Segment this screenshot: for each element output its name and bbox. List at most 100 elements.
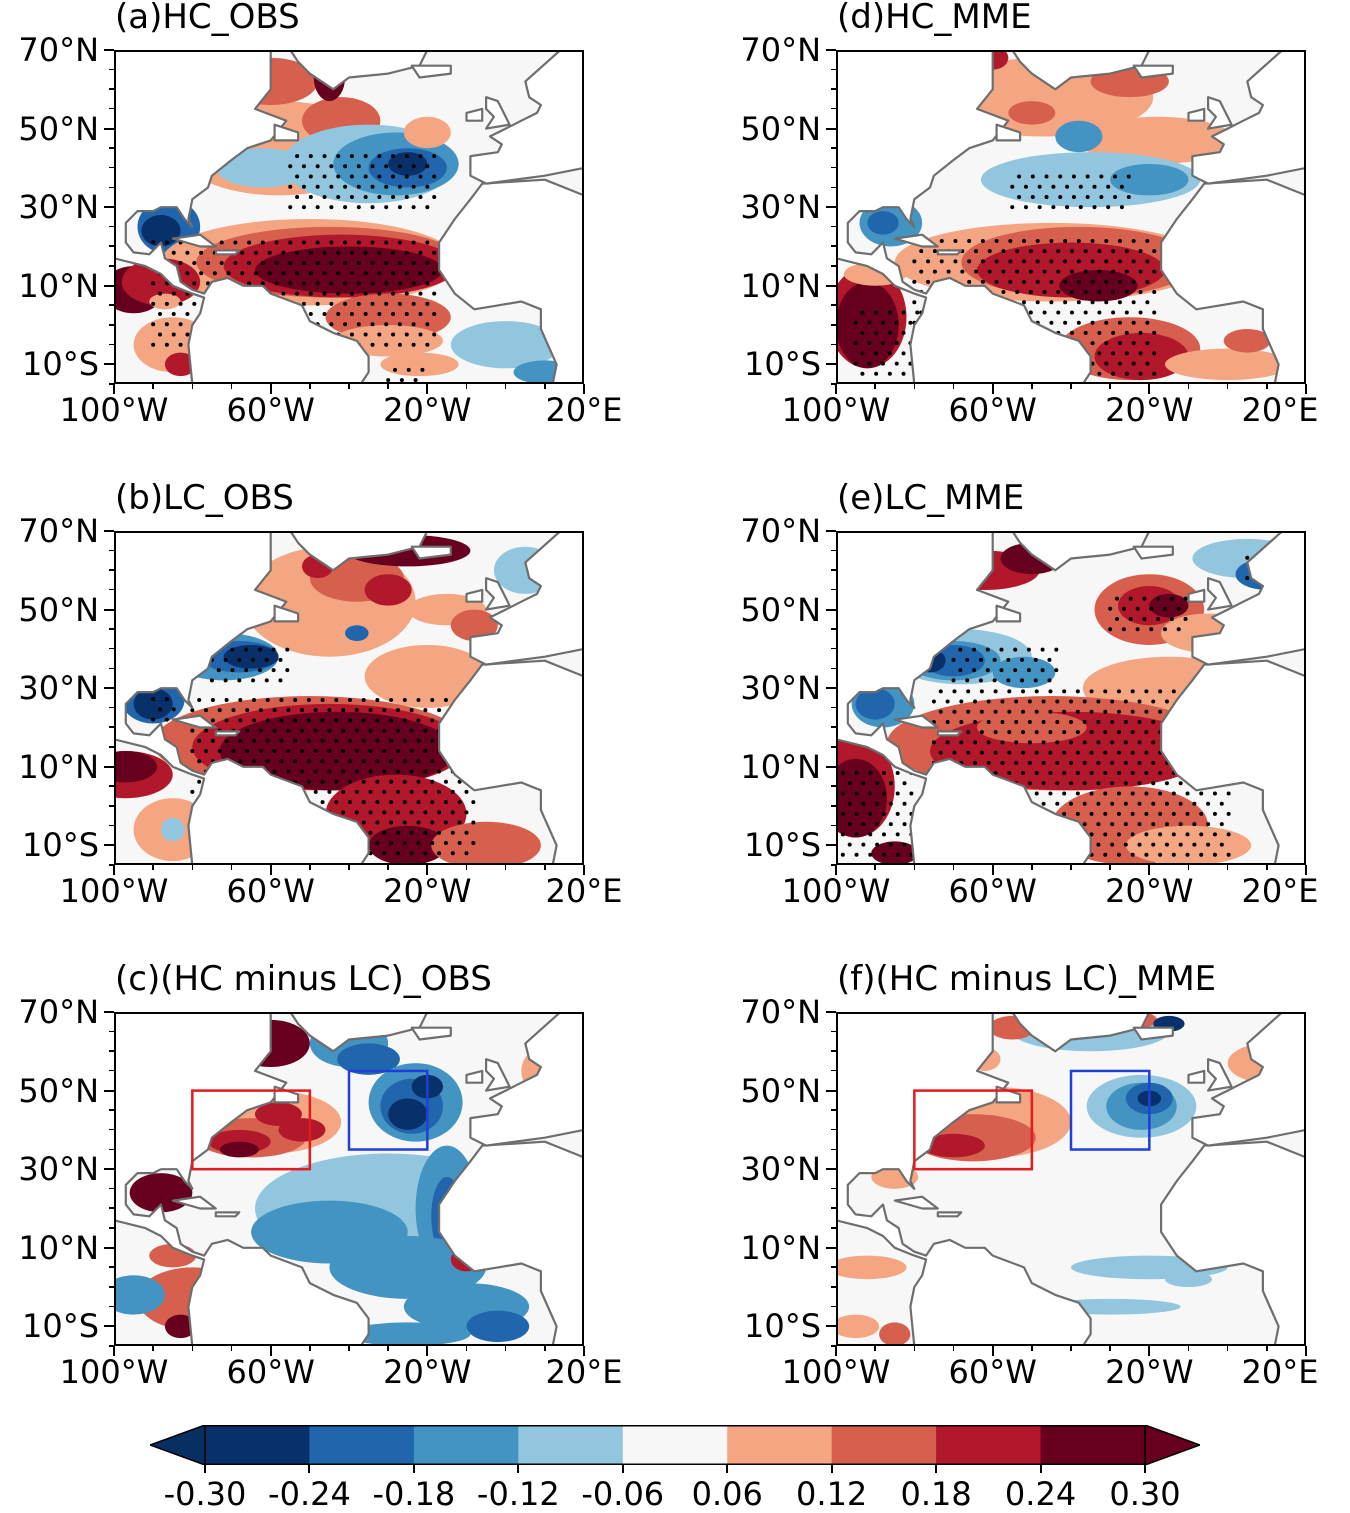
lon-minor-tick	[426, 1346, 429, 1351]
colorbar-bin	[622, 1425, 728, 1465]
lat-label: 50°N	[740, 1071, 821, 1110]
lat-minor-tick	[831, 864, 836, 866]
lat-minor-tick	[109, 549, 114, 552]
panel-a-title: (a)HC_OBS	[115, 0, 300, 37]
lon-tick	[583, 384, 585, 394]
lat-minor-tick	[831, 1148, 836, 1151]
lat-minor-tick	[831, 147, 836, 149]
lon-minor-tick	[504, 1346, 507, 1351]
lat-label: 10°S	[743, 345, 821, 384]
lon-label: 60°W	[226, 391, 315, 429]
colorbar-tick	[830, 1465, 833, 1473]
lon-minor-tick	[113, 384, 115, 389]
colorbar-tick-label: 0.12	[796, 1475, 868, 1513]
lat-minor-tick	[109, 1168, 114, 1170]
panel-f-title: (f)(HC minus LC)_MME	[837, 959, 1217, 999]
lon-minor-tick	[1305, 865, 1307, 870]
lat-minor-tick	[831, 844, 836, 846]
lon-minor-tick	[874, 1346, 876, 1351]
lon-minor-tick	[544, 384, 546, 389]
map-panel-e	[836, 531, 1306, 865]
lon-tick	[583, 865, 585, 875]
lon-tick	[426, 384, 429, 394]
lon-label: 100°W	[59, 391, 169, 429]
lon-minor-tick	[387, 1346, 389, 1351]
lat-minor-tick	[831, 127, 836, 130]
lon-minor-tick	[348, 384, 350, 389]
lon-label: 60°W	[226, 1353, 315, 1391]
lon-minor-tick	[1305, 1346, 1307, 1351]
lat-label: 70°N	[740, 31, 821, 69]
lon-minor-tick	[1070, 384, 1072, 389]
lat-minor-tick	[831, 1325, 836, 1327]
lon-minor-tick	[465, 1346, 468, 1351]
lat-minor-tick	[109, 1069, 114, 1072]
panel-d-title: (d)HC_MME	[837, 0, 1032, 37]
lon-minor-tick	[191, 384, 194, 389]
lat-minor-tick	[831, 1286, 836, 1288]
lat-label: 10°S	[21, 826, 99, 865]
lon-tick	[113, 1346, 115, 1356]
lon-minor-tick	[835, 865, 837, 870]
lat-label: 10°S	[21, 1307, 99, 1346]
lon-label: 60°W	[948, 872, 1037, 910]
lat-label: 30°N	[740, 1150, 821, 1189]
lon-minor-tick	[583, 1346, 585, 1351]
lon-tick	[1305, 384, 1307, 394]
lat-minor-tick	[109, 49, 114, 51]
lon-minor-tick	[113, 865, 115, 870]
lat-minor-tick	[109, 1345, 114, 1347]
lon-minor-tick	[1187, 1346, 1190, 1351]
panel-c-title: (c)(HC minus LC)_OBS	[115, 959, 492, 999]
lon-minor-tick	[1266, 865, 1268, 870]
colorbar-tick	[517, 1465, 520, 1473]
lat-label: 70°N	[18, 512, 99, 550]
colorbar-bin	[309, 1425, 415, 1465]
lat-minor-tick	[109, 186, 114, 189]
map-d-svg	[836, 50, 1306, 384]
map-a-svg	[114, 50, 584, 384]
lat-minor-tick	[109, 1246, 114, 1249]
lat-minor-tick	[109, 647, 114, 650]
lat-minor-tick	[831, 343, 836, 346]
lat-minor-tick	[109, 1089, 114, 1092]
lat-minor-tick	[109, 530, 114, 532]
lat-minor-tick	[109, 706, 114, 709]
lat-minor-tick	[831, 1128, 836, 1131]
colorbar-tick-label: 0.30	[1109, 1475, 1181, 1513]
lat-minor-tick	[109, 824, 114, 827]
map-panel-d	[836, 50, 1306, 384]
lon-label: 100°W	[781, 872, 891, 910]
lat-minor-tick	[109, 785, 114, 787]
lon-minor-tick	[583, 865, 585, 870]
lon-minor-tick	[348, 865, 350, 870]
map-c-svg	[114, 1012, 584, 1346]
colorbar-tick	[1144, 1465, 1146, 1473]
lon-minor-tick	[583, 384, 585, 389]
red-box	[191, 1089, 312, 1171]
lon-minor-tick	[913, 384, 916, 389]
lat-minor-tick	[831, 186, 836, 189]
lon-minor-tick	[269, 384, 272, 389]
lon-label: 20°W	[1105, 872, 1194, 910]
lon-minor-tick	[544, 1346, 546, 1351]
lon-tick	[1305, 865, 1307, 875]
lat-minor-tick	[109, 206, 114, 208]
lon-minor-tick	[465, 865, 468, 870]
lon-minor-tick	[1187, 865, 1190, 870]
lat-minor-tick	[831, 628, 836, 630]
lat-label: 70°N	[740, 512, 821, 550]
lat-minor-tick	[831, 1050, 836, 1052]
lon-minor-tick	[952, 865, 955, 870]
lat-label: 50°N	[18, 590, 99, 629]
lat-minor-tick	[109, 147, 114, 149]
lat-minor-tick	[831, 667, 836, 670]
colorbar-tick	[935, 1465, 938, 1473]
lon-minor-tick	[387, 865, 389, 870]
lon-tick	[426, 1346, 429, 1356]
lon-minor-tick	[465, 384, 468, 389]
lon-minor-tick	[230, 865, 233, 870]
lat-label: 50°N	[740, 590, 821, 629]
lon-minor-tick	[504, 384, 507, 389]
lat-minor-tick	[109, 1266, 114, 1268]
